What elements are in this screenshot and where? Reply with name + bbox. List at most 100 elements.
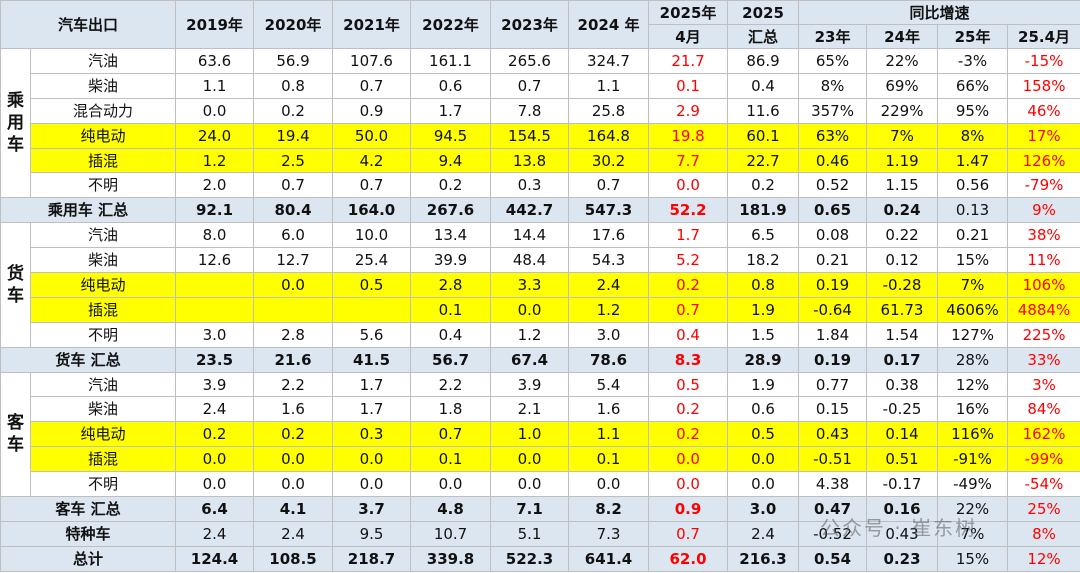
cell: 7.8 [490,97,570,124]
cell: 15% [937,545,1009,572]
year-header: 2020年 [253,0,334,49]
row-name: 柴油 [29,247,177,274]
cell: 2.9 [648,97,729,124]
corner-header: 汽车出口 [0,0,177,49]
row-name: 不明 [29,471,177,498]
cell: 8% [798,72,868,99]
cell: 19.8 [648,122,729,149]
cell: 7% [937,520,1009,547]
cell: 0.0 [490,446,570,473]
cell: 108.5 [253,545,334,572]
cell [332,296,412,323]
group-label: 乘用车 [0,47,31,199]
cell: 161.1 [410,48,492,74]
cell: 154.5 [490,122,570,149]
cell: 0.21 [798,247,868,274]
cell: 52.2 [648,197,729,224]
cell: 17.6 [568,222,650,249]
cell: 164.0 [332,197,412,224]
row-name: 柴油 [29,72,177,99]
header-row: 汽车出口 2019年 2020年 2021年 2022年 2023年 2024 … [0,0,1080,49]
cell: 8.0 [175,222,255,249]
cell: 1.1 [175,72,255,99]
cell: 225% [1007,321,1080,348]
cell: 4.2 [332,147,412,174]
cell: 158% [1007,72,1080,99]
data-row: 不明 2.0 0.7 0.7 0.2 0.3 0.7 0.0 0.2 0.52 1.15 0.56 -7… [1,172,1080,199]
cell: 8.3 [648,346,729,373]
cell: 2.2 [253,371,334,398]
cell: 0.7 [253,172,334,199]
cell: 2.8 [410,272,492,298]
cell: 1.7 [648,222,729,249]
group-label-text: 客车 [7,413,24,456]
cell: 46% [1007,97,1080,124]
cell: 0.38 [866,371,939,398]
cell: 2.2 [410,371,492,398]
cell: 5.1 [490,520,570,547]
cell: 0.2 [648,396,729,423]
cell: 0.0 [568,471,650,498]
cell: 22% [866,48,939,74]
cell: 0.15 [798,396,868,423]
cell: 11% [1007,247,1080,274]
cell: 1.7 [332,396,412,423]
cell: 22.7 [727,147,800,174]
cell: 3.9 [490,371,570,398]
cell: -91% [937,446,1009,473]
cell: 547.3 [568,197,650,224]
cell: 0.2 [648,421,729,448]
row-name: 不明 [29,172,177,199]
total-header: 2025 [727,0,800,25]
cell: 0.0 [490,296,570,323]
data-row: 柴油 2.4 1.6 1.7 1.8 2.1 1.6 0.2 0.6 0.15 -0.25 16% 84… [1,396,1080,423]
cell: 0.7 [490,72,570,99]
cell: 0.8 [727,272,800,298]
cell: -15% [1007,48,1080,74]
cell: 116% [937,421,1009,448]
cell: 0.0 [648,172,729,199]
cell: 522.3 [490,545,570,572]
cell [175,272,255,298]
cell: 324.7 [568,48,650,74]
cell: 0.08 [798,222,868,249]
cell: 12% [1007,545,1080,572]
cell: 442.7 [490,197,570,224]
cell: 0.0 [490,471,570,498]
data-row: 不明 0.0 0.0 0.0 0.0 0.0 0.0 0.0 0.0 4.38 -0.17 -49% -… [1,471,1080,498]
cell: 0.6 [727,396,800,423]
cell [253,296,334,323]
cell: 0.0 [175,97,255,124]
row-name: 混合动力 [29,97,177,124]
cell: 0.3 [490,172,570,199]
cell: 13.4 [410,222,492,249]
cell: 1.5 [727,321,800,348]
cell: 25.4 [332,247,412,274]
cell: -0.28 [866,272,939,298]
cell: 8% [1007,520,1080,547]
cell: -49% [937,471,1009,498]
cell: 0.23 [866,545,939,572]
cell: 21.7 [648,48,729,74]
month-header: 4月 [648,24,729,49]
cell: 162% [1007,421,1080,448]
cell: 0.2 [253,97,334,124]
cell: 641.4 [568,545,650,572]
cell: 0.1 [410,446,492,473]
data-row: 插混 0.0 0.0 0.0 0.1 0.0 0.1 0.0 0.0 -0.51 0.51 -91% -… [1,446,1080,473]
cell: 0.0 [332,471,412,498]
row-name: 货车 汇总 [0,346,177,373]
cell: -79% [1007,172,1080,199]
cell: 2.4 [175,396,255,423]
cell: 84% [1007,396,1080,423]
cell: 0.0 [410,471,492,498]
cell: 3.0 [175,321,255,348]
cell: 0.54 [798,545,868,572]
cell: 4.38 [798,471,868,498]
cell: 0.21 [937,222,1009,249]
cell: 0.1 [648,72,729,99]
cell: 0.0 [727,471,800,498]
cell: 0.46 [798,147,868,174]
cell: 10.0 [332,222,412,249]
cell: 1.7 [410,97,492,124]
